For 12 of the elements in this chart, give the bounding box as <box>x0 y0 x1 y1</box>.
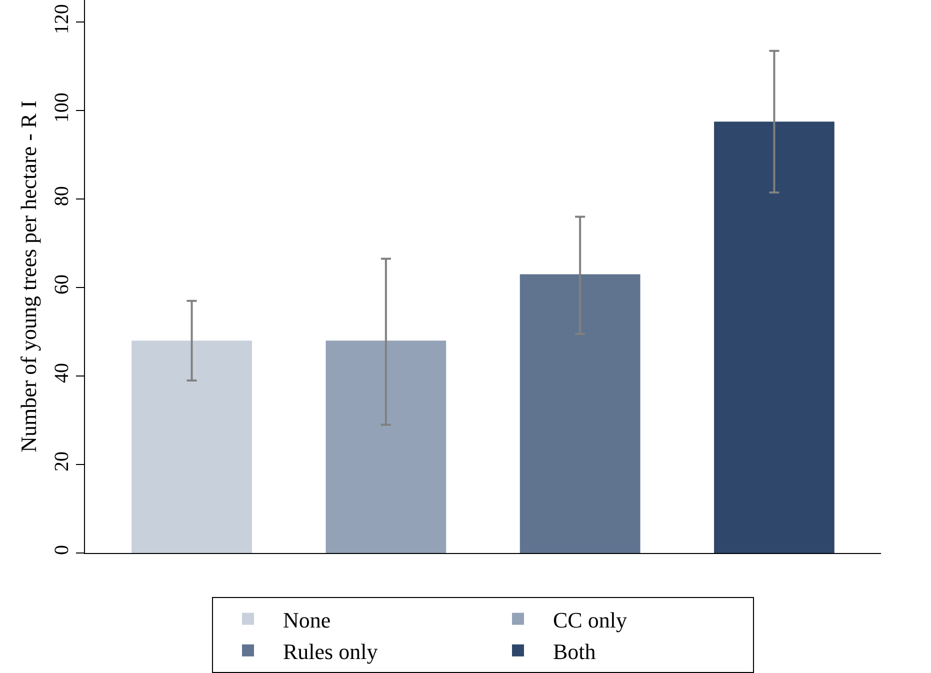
y-tick-label: 20 <box>51 452 73 472</box>
legend-label: Rules only <box>283 638 378 664</box>
legend-label: CC only <box>553 607 627 632</box>
legend-label: None <box>283 607 331 632</box>
legend-label: Both <box>553 638 596 664</box>
y-tick-label: 60 <box>51 274 73 295</box>
y-tick-label: 0 <box>51 545 73 555</box>
y-tick-label: 120 <box>51 4 73 34</box>
y-tick-label: 40 <box>51 363 73 384</box>
y-tick-label: 80 <box>51 186 73 206</box>
y-axis-title: Number of young trees per hectare - R I <box>16 100 41 452</box>
y-tick-label: 100 <box>51 92 73 123</box>
